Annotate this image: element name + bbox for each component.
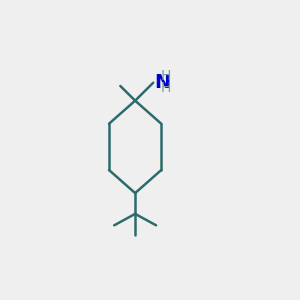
Text: H: H [160, 69, 171, 83]
Text: H: H [161, 81, 171, 95]
Text: N: N [154, 73, 171, 92]
